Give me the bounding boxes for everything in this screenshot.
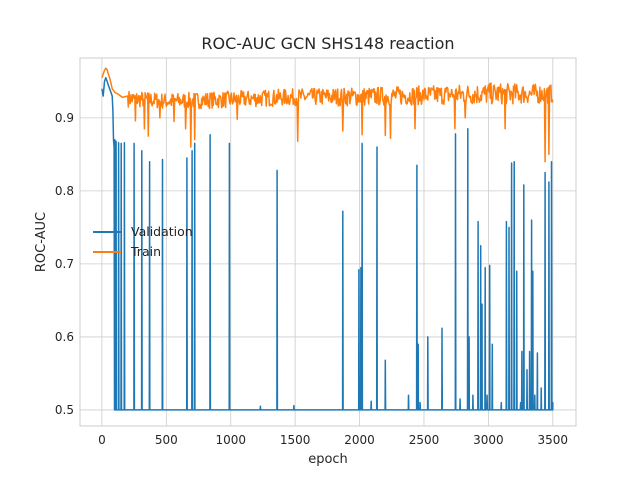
- legend-label-validation: Validation: [131, 224, 193, 239]
- x-tick-label: 2500: [409, 433, 440, 447]
- x-tick-label: 0: [98, 433, 106, 447]
- x-axis-label: epoch: [308, 452, 348, 467]
- x-tick-label: 1500: [280, 433, 311, 447]
- y-tick-label: 0.7: [55, 257, 74, 271]
- x-tick-label: 500: [155, 433, 178, 447]
- y-tick-label: 0.9: [55, 111, 74, 125]
- plot-area: [101, 67, 554, 411]
- y-tick-label: 0.6: [55, 330, 74, 344]
- x-tick-label: 3500: [538, 433, 569, 447]
- x-tick-label: 1000: [215, 433, 246, 447]
- train-line: [101, 67, 554, 163]
- x-tick-label: 2000: [344, 433, 375, 447]
- grid: [80, 58, 576, 426]
- y-axis-label: ROC-AUC: [34, 212, 49, 272]
- y-tick-label: 0.5: [55, 403, 74, 417]
- y-tick-label: 0.8: [55, 184, 74, 198]
- validation-line: [101, 76, 554, 411]
- legend: Validation Train: [93, 224, 193, 259]
- x-tick-labels: 0 500 1000 1500 2000 2500 3000 3500: [98, 433, 568, 447]
- plot-frame: [79, 57, 577, 427]
- legend-label-train: Train: [130, 244, 161, 259]
- y-tick-labels: 0.5 0.6 0.7 0.8 0.9: [55, 111, 74, 417]
- x-tick-label: 3000: [473, 433, 504, 447]
- chart-title: ROC-AUC GCN SHS148 reaction: [201, 34, 454, 53]
